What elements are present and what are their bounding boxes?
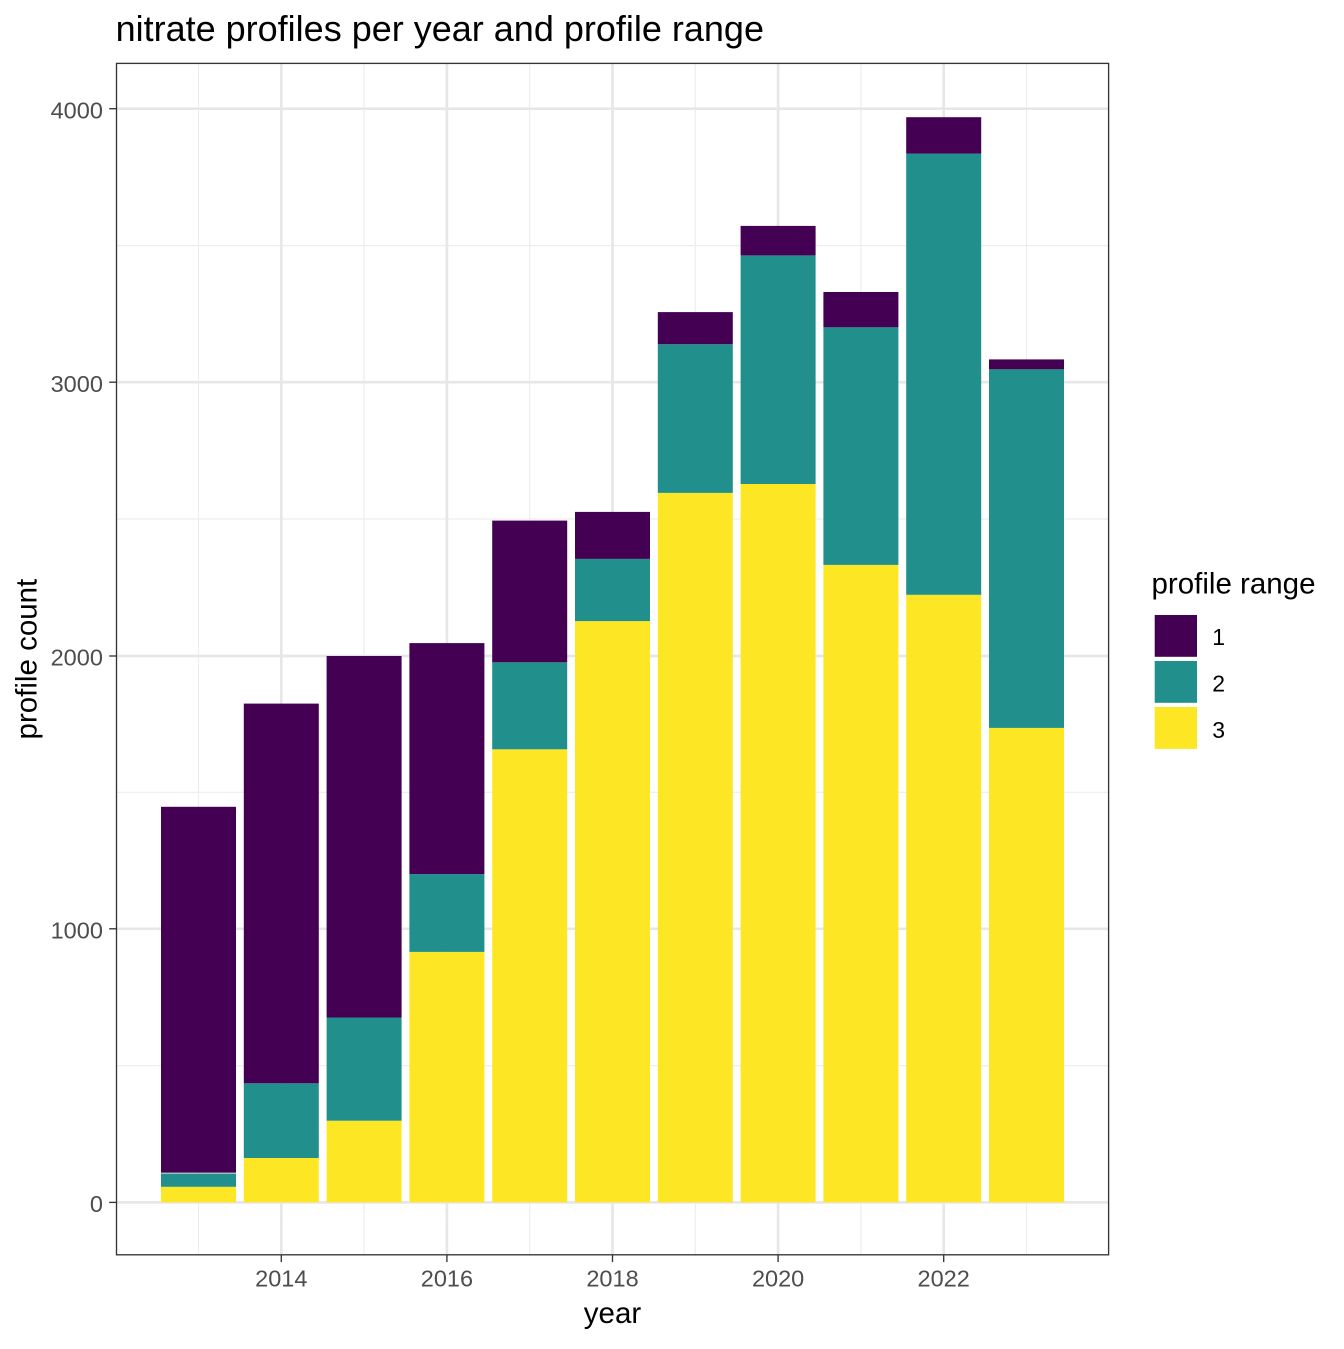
svg-text:3: 3 [1212, 717, 1225, 743]
svg-text:2014: 2014 [255, 1266, 307, 1292]
svg-text:nitrate profiles per year and: nitrate profiles per year and profile ra… [116, 8, 764, 49]
svg-text:1000: 1000 [51, 918, 103, 944]
svg-text:2022: 2022 [918, 1266, 970, 1292]
svg-text:year: year [584, 1297, 642, 1330]
svg-text:profile range: profile range [1152, 567, 1316, 600]
svg-text:2018: 2018 [586, 1266, 638, 1292]
svg-text:profile count: profile count [10, 579, 43, 740]
svg-text:2016: 2016 [421, 1266, 473, 1292]
svg-text:1: 1 [1212, 624, 1225, 650]
svg-text:0: 0 [90, 1191, 103, 1217]
svg-text:4000: 4000 [51, 97, 103, 123]
svg-text:3000: 3000 [51, 371, 103, 397]
svg-text:2: 2 [1212, 671, 1225, 697]
svg-text:2020: 2020 [752, 1266, 804, 1292]
svg-text:2000: 2000 [51, 645, 103, 671]
